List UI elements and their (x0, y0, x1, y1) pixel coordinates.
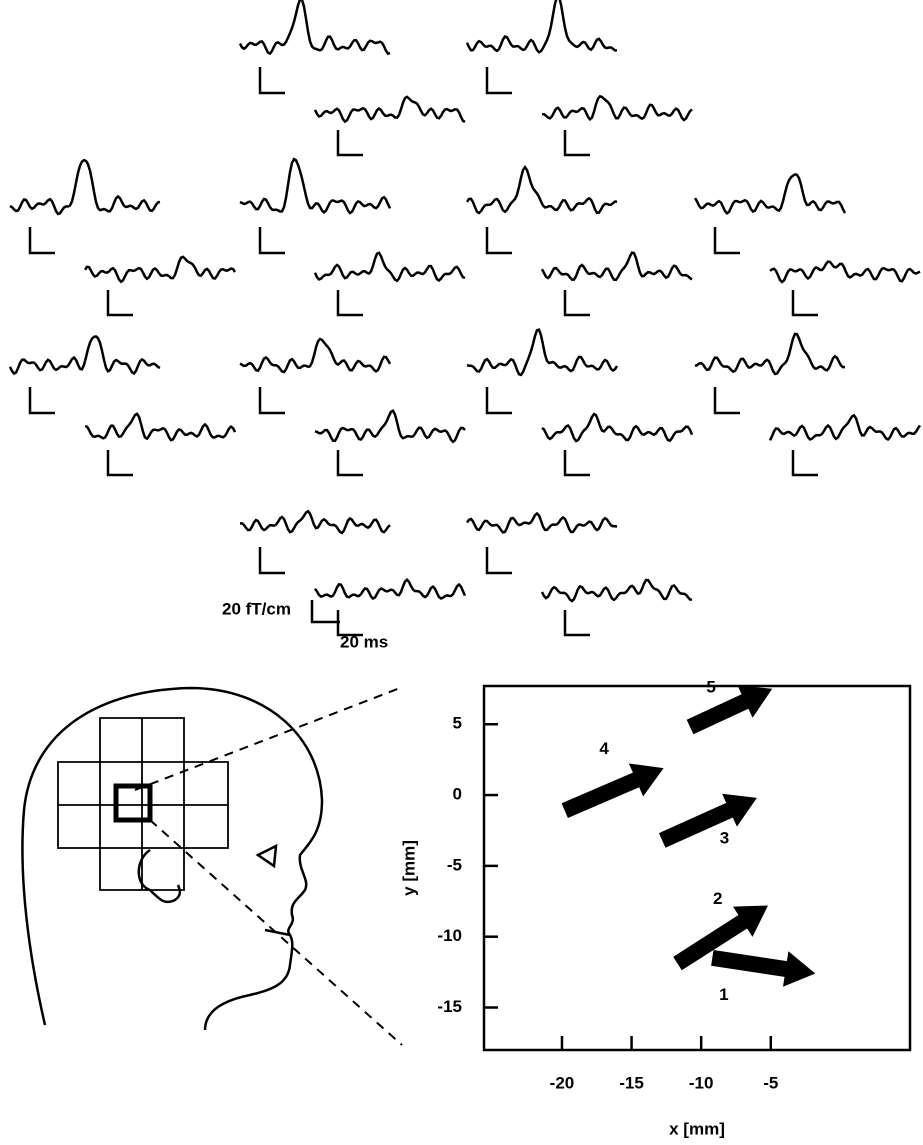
calibration-bar (338, 450, 363, 475)
zoom-lines (135, 688, 402, 1045)
waveform (315, 253, 465, 281)
waveform (695, 334, 845, 374)
waveform (695, 175, 845, 214)
dipole-arrow (711, 950, 815, 987)
plot-frame (484, 686, 910, 1050)
arrow-label: 5 (706, 677, 715, 696)
waveform (240, 159, 390, 213)
calibration-bar (793, 450, 818, 475)
waveform (10, 160, 160, 214)
figure: 20 fT/cm 20 ms x [mm] y [mm] -20-15-10-5… (0, 0, 923, 1145)
x-tick-label: -5 (763, 1073, 778, 1092)
waveform (467, 330, 617, 375)
waveform (315, 411, 465, 442)
ear (139, 850, 180, 902)
calibration-bar (715, 387, 740, 413)
arrow-label: 4 (599, 739, 609, 758)
waveform (240, 339, 390, 372)
calibration-bar (565, 610, 590, 635)
calibration-bar (487, 67, 512, 93)
calibration-bar (260, 547, 285, 573)
y-tick-label: -15 (437, 997, 462, 1016)
calibration-bar (338, 130, 363, 155)
waveform (315, 97, 465, 122)
dipole-arrow (562, 764, 664, 819)
waveform (85, 414, 235, 440)
calibration-bar (30, 387, 55, 413)
x-axis-label: x [mm] (669, 1119, 725, 1138)
eye (258, 846, 276, 866)
arrow-label: 1 (719, 985, 728, 1004)
waveform (542, 580, 692, 601)
calibration-bar (338, 290, 363, 315)
mouth (265, 930, 290, 935)
calibration-bar (565, 130, 590, 155)
amplitude-scale-label: 20 fT/cm (222, 599, 291, 618)
waveform (542, 414, 692, 441)
y-tick-label: 5 (453, 714, 462, 733)
waveform (542, 96, 692, 120)
dipole-arrow (687, 685, 773, 734)
calibration-bar (260, 67, 285, 93)
waveform (770, 262, 920, 282)
waveform (315, 580, 465, 599)
waveform (770, 415, 920, 440)
x-tick-label: -20 (550, 1073, 575, 1092)
arrow-label: 2 (713, 889, 722, 908)
waveform (467, 167, 617, 213)
waveform (467, 514, 617, 533)
head-illustration (22, 688, 402, 1045)
calibration-bar (565, 450, 590, 475)
selected-sensor (116, 786, 150, 820)
y-tick-label: -5 (447, 855, 462, 874)
calibration-bar (487, 547, 512, 573)
waveform (467, 0, 617, 52)
calibration-bar (338, 610, 363, 635)
waveform (85, 257, 235, 282)
calibration-bar (793, 290, 818, 315)
calibration-bar (715, 227, 740, 253)
calibration-bar (487, 227, 512, 253)
arrow-label: 3 (720, 829, 729, 848)
head-outline (22, 688, 322, 1030)
sensor-grid (58, 718, 228, 890)
calibration-bar (565, 290, 590, 315)
calibration-bar (108, 290, 133, 315)
y-tick-label: -10 (437, 926, 462, 945)
y-axis-label: y [mm] (399, 840, 418, 896)
dipole-arrow (659, 794, 757, 848)
calibration-bar (260, 227, 285, 253)
calibration-bar (30, 227, 55, 253)
y-tick-label: 0 (453, 785, 462, 804)
calibration-bar (260, 387, 285, 413)
page: {"calibration": {"amplitude": "20 fT/cm"… (0, 0, 923, 1145)
x-tick-label: -10 (689, 1073, 714, 1092)
scale-bar (312, 600, 340, 622)
x-tick-label: -15 (619, 1073, 644, 1092)
waveform (240, 0, 390, 54)
calibration-bar (108, 450, 133, 475)
waveform (10, 337, 160, 374)
waveform (542, 253, 692, 280)
waveform (240, 511, 390, 533)
calibration-bar (487, 387, 512, 413)
